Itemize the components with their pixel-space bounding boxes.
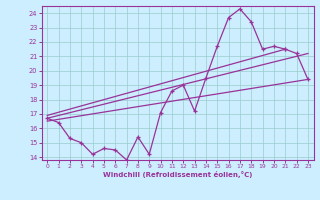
X-axis label: Windchill (Refroidissement éolien,°C): Windchill (Refroidissement éolien,°C): [103, 171, 252, 178]
